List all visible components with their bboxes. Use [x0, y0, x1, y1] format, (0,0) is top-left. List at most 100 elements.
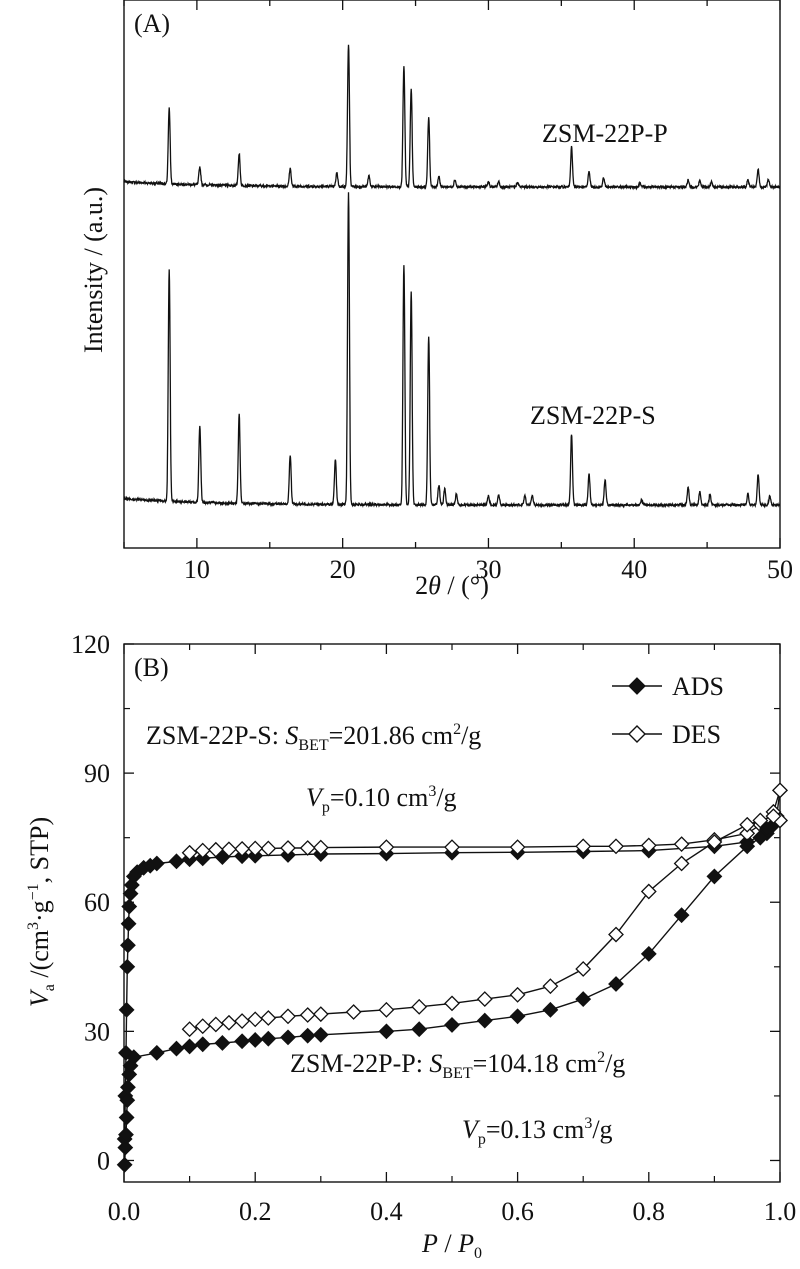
- data-point-des: [260, 1010, 277, 1026]
- data-point-des: [247, 840, 264, 857]
- panel-a-x-ticks: 10 20 30 40 50: [123, 0, 793, 584]
- legend-label-des: DES: [672, 720, 721, 749]
- data-point-des: [608, 926, 624, 943]
- data-point-des: [575, 838, 592, 855]
- xrd-trace-zsm-22p-s: [123, 192, 781, 509]
- isotherm-line: [124, 819, 781, 1165]
- data-point-des: [673, 836, 690, 853]
- data-point-des: [509, 986, 526, 1003]
- data-point-des: [444, 995, 460, 1012]
- legend-entry-ads: ADS: [612, 672, 724, 701]
- data-point-ads: [118, 1001, 135, 1018]
- data-point-des: [476, 991, 493, 1007]
- panel-b: (B) 0.0 0.2 0.4 0.6 0.8 1.0 0 30 60 90 120 ADS DES…: [25, 630, 796, 1262]
- series-label-zsm22p-s: ZSM-22P-S: [530, 401, 656, 430]
- panel-a-x-tick-label: 50: [767, 555, 793, 584]
- data-point-des: [221, 841, 237, 858]
- data-point-des: [312, 1006, 329, 1023]
- data-point-des: [280, 840, 296, 856]
- data-point-des: [608, 838, 624, 855]
- data-point-des: [181, 844, 198, 861]
- data-point-des: [509, 839, 526, 856]
- data-point-ads: [121, 898, 138, 915]
- data-point-des: [247, 1011, 264, 1028]
- legend-entry-des: DES: [612, 720, 721, 749]
- panel-a-x-tick-label: 30: [475, 555, 501, 584]
- data-point-des: [411, 998, 428, 1015]
- data-point-des: [772, 782, 788, 799]
- data-point-des: [194, 842, 211, 859]
- data-point-des: [739, 816, 756, 833]
- data-point-des: [221, 1014, 237, 1031]
- data-point-des: [345, 1004, 362, 1020]
- annotation-sbet-s: ZSM-22P-S: SBET=201.86 cm2/g: [146, 721, 481, 754]
- data-point-des: [260, 840, 277, 857]
- data-point-des: [234, 840, 250, 857]
- data-point-ads: [476, 1012, 493, 1029]
- data-point-des: [378, 1001, 395, 1018]
- isotherm-des-zsm-22p-s: [181, 782, 788, 861]
- data-point-ads: [542, 1001, 559, 1018]
- isotherm-ads-zsm-22p-p: [116, 812, 788, 1173]
- panel-b-x-tick-label: 0.8: [633, 1197, 666, 1226]
- panel-a-x-tick-label: 20: [330, 555, 356, 584]
- panel-b-x-tick-label: 0.2: [239, 1197, 272, 1226]
- data-point-ads: [575, 991, 592, 1007]
- panel-a: (A) 10 20 30 40 50 ZSM-22P-P ZSM-22P-S Inten…: [79, 0, 793, 600]
- data-point-ads: [116, 1156, 133, 1173]
- data-point-des: [640, 883, 657, 900]
- panel-a-label: (A): [134, 9, 170, 38]
- panel-b-x-axis-label: P / P0: [421, 1229, 482, 1262]
- isotherm-ads-zsm-22p-s: [116, 782, 788, 1147]
- data-point-ads: [608, 976, 624, 992]
- panel-b-y-tick-label: 60: [84, 888, 110, 917]
- data-point-ads: [118, 1126, 134, 1143]
- data-point-ads: [194, 1036, 211, 1053]
- panel-b-x-tick-label: 1.0: [764, 1197, 797, 1226]
- legend: ADS DES: [612, 672, 724, 749]
- data-point-ads: [752, 829, 769, 846]
- annotation-vp-s: Vp=0.10 cm3/g: [306, 783, 457, 816]
- panel-b-y-tick-label: 0: [97, 1146, 110, 1175]
- data-point-ads: [280, 1029, 296, 1046]
- data-point-ads: [706, 868, 723, 885]
- data-point-ads: [234, 1033, 250, 1050]
- data-point-des: [181, 1021, 198, 1038]
- data-point-des: [207, 1016, 224, 1033]
- data-point-ads: [119, 958, 136, 975]
- legend-label-ads: ADS: [672, 672, 724, 701]
- data-point-des: [299, 1007, 316, 1023]
- data-point-des: [673, 855, 690, 872]
- xrd-trace-zsm-22p-p: [123, 44, 781, 191]
- data-point-des: [280, 1008, 296, 1025]
- panel-b-series: [116, 782, 788, 1173]
- panel-b-x-tick-label: 0.0: [108, 1197, 141, 1226]
- panel-b-label: (B): [134, 653, 169, 682]
- data-point-des: [378, 839, 395, 856]
- data-point-ads: [247, 1032, 264, 1048]
- data-point-ads: [739, 838, 756, 855]
- data-point-ads: [168, 1040, 185, 1057]
- panel-b-y-tick-label: 90: [84, 759, 110, 788]
- data-point-ads: [181, 1038, 198, 1055]
- data-point-ads: [673, 907, 690, 924]
- data-point-ads: [509, 1008, 526, 1025]
- panel-b-x-tick-label: 0.4: [370, 1197, 403, 1226]
- data-point-ads: [299, 1027, 316, 1044]
- data-point-ads: [260, 1030, 277, 1047]
- data-point-des: [299, 840, 316, 856]
- data-point-ads: [214, 1035, 231, 1051]
- data-point-des: [312, 839, 329, 856]
- data-point-ads: [125, 1049, 142, 1066]
- data-point-ads: [120, 937, 136, 954]
- data-point-ads: [444, 1016, 460, 1033]
- data-point-des: [706, 834, 723, 850]
- panel-b-x-tick-label: 0.6: [501, 1197, 534, 1226]
- panel-b-y-tick-label: 120: [71, 630, 110, 659]
- panel-b-ticks: 0.0 0.2 0.4 0.6 0.8 1.0 0 30 60 90 120: [71, 630, 796, 1226]
- data-point-des: [207, 841, 224, 858]
- data-point-ads: [640, 945, 657, 962]
- isotherm-des-zsm-22p-p: [181, 808, 788, 1038]
- series-label-zsm22p-p: ZSM-22P-P: [542, 119, 668, 148]
